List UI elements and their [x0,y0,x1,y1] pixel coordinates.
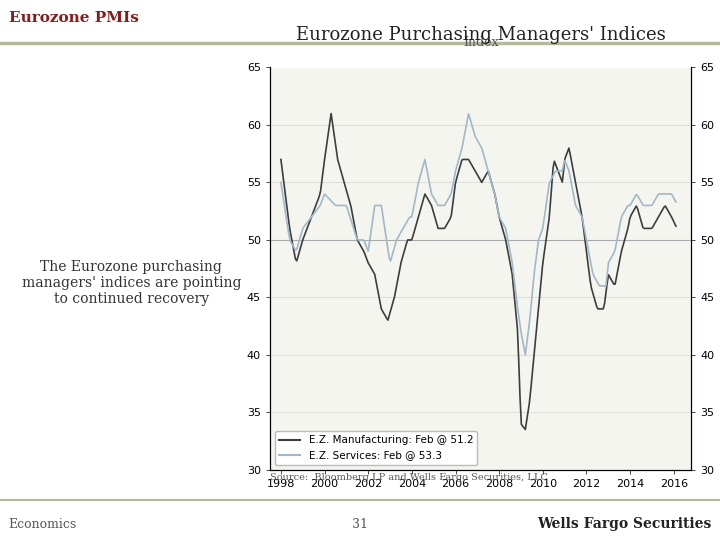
Title: Eurozone Purchasing Managers' Indices: Eurozone Purchasing Managers' Indices [296,26,665,44]
E.Z. Manufacturing: Feb @ 51.2: (2.01e+03, 51.5): Feb @ 51.2: (2.01e+03, 51.5) [637,220,646,226]
Text: Eurozone PMIs: Eurozone PMIs [9,11,138,25]
Text: 31: 31 [352,518,368,531]
Text: Wells Fargo Securities: Wells Fargo Securities [537,517,711,531]
E.Z. Services: Feb @ 53.3: (2.01e+03, 45.2): Feb @ 53.3: (2.01e+03, 45.2) [512,292,521,299]
Legend: E.Z. Manufacturing: Feb @ 51.2, E.Z. Services: Feb @ 53.3: E.Z. Manufacturing: Feb @ 51.2, E.Z. Ser… [275,431,477,464]
E.Z. Manufacturing: Feb @ 51.2: (2.01e+03, 33.5): Feb @ 51.2: (2.01e+03, 33.5) [521,426,530,433]
E.Z. Services: Feb @ 53.3: (2.01e+03, 40): Feb @ 53.3: (2.01e+03, 40) [521,352,530,358]
E.Z. Services: Feb @ 53.3: (2.02e+03, 53.3): Feb @ 53.3: (2.02e+03, 53.3) [672,199,680,205]
E.Z. Manufacturing: Feb @ 51.2: (2.01e+03, 33.7): Feb @ 51.2: (2.01e+03, 33.7) [520,424,528,431]
Text: The Eurozone purchasing
managers' indices are pointing
to continued recovery: The Eurozone purchasing managers' indice… [22,260,241,307]
E.Z. Manufacturing: Feb @ 51.2: (2.01e+03, 46.8): Feb @ 51.2: (2.01e+03, 46.8) [612,274,621,280]
E.Z. Services: Feb @ 53.3: (2.01e+03, 53.2): Feb @ 53.3: (2.01e+03, 53.2) [637,199,646,206]
E.Z. Manufacturing: Feb @ 51.2: (2e+03, 61): Feb @ 51.2: (2e+03, 61) [327,110,336,117]
E.Z. Services: Feb @ 53.3: (2e+03, 55): Feb @ 53.3: (2e+03, 55) [276,179,285,186]
Line: E.Z. Manufacturing: Feb @ 51.2: E.Z. Manufacturing: Feb @ 51.2 [281,113,676,429]
E.Z. Services: Feb @ 53.3: (2e+03, 54.2): Feb @ 53.3: (2e+03, 54.2) [278,188,287,194]
Text: Index: Index [463,36,498,49]
Text: Economics: Economics [9,518,77,531]
E.Z. Manufacturing: Feb @ 51.2: (2.01e+03, 43.5): Feb @ 51.2: (2.01e+03, 43.5) [512,312,521,318]
Line: E.Z. Services: Feb @ 53.3: E.Z. Services: Feb @ 53.3 [281,114,676,355]
Text: Source:  Bloomberg LP and Wells Fargo Securities, LLC: Source: Bloomberg LP and Wells Fargo Sec… [270,472,548,482]
E.Z. Services: Feb @ 53.3: (2.01e+03, 40.6): Feb @ 53.3: (2.01e+03, 40.6) [520,345,528,351]
E.Z. Manufacturing: Feb @ 51.2: (2.02e+03, 51.2): Feb @ 51.2: (2.02e+03, 51.2) [672,223,680,230]
E.Z. Services: Feb @ 53.3: (2.01e+03, 61): Feb @ 53.3: (2.01e+03, 61) [464,111,473,117]
E.Z. Services: Feb @ 53.3: (2.01e+03, 49.8): Feb @ 53.3: (2.01e+03, 49.8) [612,239,621,246]
E.Z. Manufacturing: Feb @ 51.2: (2e+03, 57): Feb @ 51.2: (2e+03, 57) [276,156,285,163]
E.Z. Manufacturing: Feb @ 51.2: (2.01e+03, 42.3): Feb @ 51.2: (2.01e+03, 42.3) [513,326,522,332]
E.Z. Services: Feb @ 53.3: (2.01e+03, 44.2): Feb @ 53.3: (2.01e+03, 44.2) [513,303,522,309]
E.Z. Manufacturing: Feb @ 51.2: (2e+03, 56.1): Feb @ 51.2: (2e+03, 56.1) [278,167,287,173]
